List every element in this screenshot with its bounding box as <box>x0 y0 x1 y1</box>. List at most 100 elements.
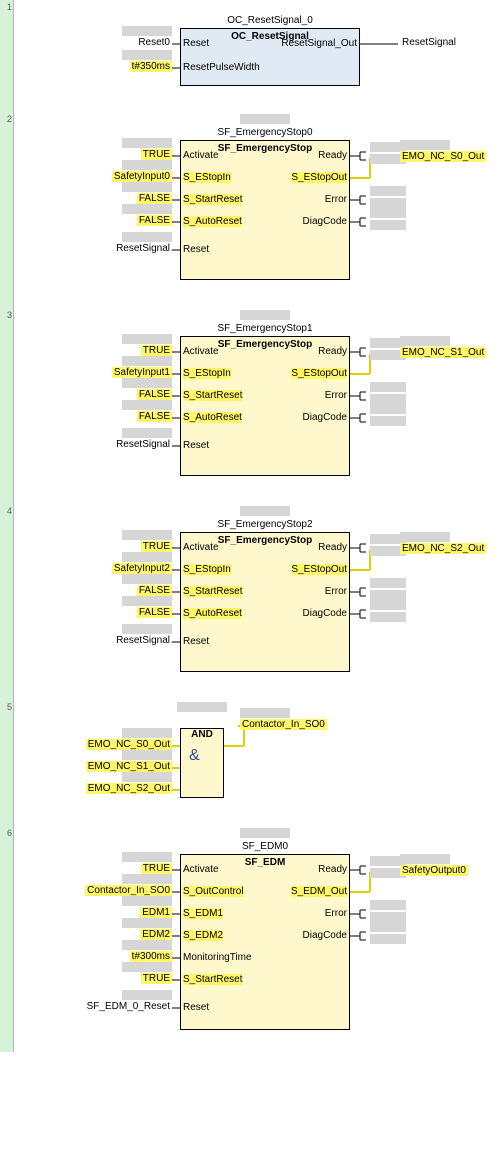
gray-slot <box>122 918 172 928</box>
section-number: 5 <box>0 702 12 712</box>
fb-port-out: Ready <box>318 864 347 875</box>
gray-slot <box>122 852 172 862</box>
fb-port-in: MonitoringTime <box>183 952 252 963</box>
fb-out-tag[interactable]: EMO_NC_S1_Out <box>400 347 486 358</box>
fb-in-tag[interactable]: EDM2 <box>140 929 172 940</box>
block-wrap: SF_EDM0SF_EDMActivateTRUES_OutControlCon… <box>30 834 490 1044</box>
fb-in-tag[interactable]: EMO_NC_S2_Out <box>86 783 172 794</box>
gray-slot <box>370 220 406 230</box>
fb-port-in: Activate <box>183 864 219 875</box>
fb-in-tag[interactable]: FALSE <box>137 389 172 400</box>
gray-slot <box>122 552 172 562</box>
gray-slot <box>122 50 172 60</box>
fb-in-tag[interactable]: FALSE <box>137 607 172 618</box>
fb-port-in: S_StartReset <box>183 586 242 597</box>
fb-port-in: S_AutoReset <box>183 608 242 619</box>
fb-in-tag[interactable]: TRUE <box>141 863 172 874</box>
fb-port-in: S_EStopIn <box>183 368 231 379</box>
fb-in-tag[interactable]: FALSE <box>137 585 172 596</box>
fb-port-out: Error <box>325 908 347 919</box>
fb-in-tag[interactable]: SafetyInput1 <box>112 367 172 378</box>
fb-in-tag[interactable]: FALSE <box>137 215 172 226</box>
fb-port-out: S_EStopOut <box>291 564 347 575</box>
fbd-section: 2SF_EmergencyStop0SF_EmergencyStopActiva… <box>0 112 500 308</box>
gray-slot <box>370 208 406 218</box>
fb-port-in: S_EDM1 <box>183 908 223 919</box>
fb-port-in: Reset <box>183 244 209 255</box>
gray-slot <box>370 416 406 426</box>
gray-slot <box>122 728 172 738</box>
gray-slot <box>122 138 172 148</box>
gray-slot <box>122 596 172 606</box>
gray-slot <box>370 600 406 610</box>
fb-in-tag[interactable]: ResetSignal <box>114 439 172 450</box>
fb-in-tag[interactable]: t#350ms <box>130 61 172 72</box>
fb-port-out: Error <box>325 194 347 205</box>
fb-port-out: Error <box>325 586 347 597</box>
fb-port-in: S_EDM2 <box>183 930 223 941</box>
fbd-section: 6SF_EDM0SF_EDMActivateTRUES_OutControlCo… <box>0 826 500 1052</box>
gray-slot <box>400 336 450 346</box>
fb-in-tag[interactable]: EDM1 <box>140 907 172 918</box>
fb-port-in: S_EStopIn <box>183 172 231 183</box>
fb-out-tag[interactable]: ResetSignal <box>400 37 458 48</box>
gray-slot <box>122 182 172 192</box>
gray-slot <box>122 874 172 884</box>
fb-port-in: S_StartReset <box>183 974 242 985</box>
fb-in-tag[interactable]: Contactor_In_SO0 <box>85 885 172 896</box>
gray-slot <box>122 574 172 584</box>
fb-port-in: Reset <box>183 1002 209 1013</box>
fb-in-tag[interactable]: FALSE <box>137 193 172 204</box>
gray-slot <box>370 404 406 414</box>
gray-slot <box>370 934 406 944</box>
fb-port-in: ResetPulseWidth <box>183 62 260 73</box>
fb-port-out: ResetSignal_Out <box>281 38 357 49</box>
fb-in-tag[interactable]: TRUE <box>141 973 172 984</box>
gray-slot <box>122 160 172 170</box>
fbd-section: 3SF_EmergencyStop1SF_EmergencyStopActiva… <box>0 308 500 504</box>
fb-out-tag[interactable]: SafetyOutput0 <box>400 865 468 876</box>
gray-slot <box>122 204 172 214</box>
fb-in-tag[interactable]: t#300ms <box>130 951 172 962</box>
fb-in-tag[interactable]: FALSE <box>137 411 172 422</box>
fb-out-tag[interactable]: EMO_NC_S2_Out <box>400 543 486 554</box>
gray-slot <box>370 382 406 392</box>
fbd-section: 1OC_ResetSignal_0OC_ResetSignalResetRese… <box>0 0 500 112</box>
fb-port-in: S_StartReset <box>183 194 242 205</box>
gray-slot <box>400 532 450 542</box>
gray-slot <box>122 530 172 540</box>
gray-slot <box>122 334 172 344</box>
block-wrap: AND&EMO_NC_S0_OutEMO_NC_S1_OutEMO_NC_S2_… <box>30 708 490 818</box>
fb-port-in: Activate <box>183 150 219 161</box>
fb-in-tag[interactable]: TRUE <box>141 541 172 552</box>
fb-in-tag[interactable]: EMO_NC_S1_Out <box>86 761 172 772</box>
fb-in-tag[interactable]: ResetSignal <box>114 635 172 646</box>
fb-port-out: Ready <box>318 346 347 357</box>
gray-slot <box>370 912 406 922</box>
fb-port-in: S_StartReset <box>183 390 242 401</box>
gray-slot <box>122 624 172 634</box>
fbd-section: 4SF_EmergencyStop2SF_EmergencyStopActiva… <box>0 504 500 700</box>
block-wrap: SF_EmergencyStop0SF_EmergencyStopActivat… <box>30 120 490 300</box>
fb-in-tag[interactable]: Reset0 <box>136 37 172 48</box>
fb-in-tag[interactable]: TRUE <box>141 149 172 160</box>
fb-port-out: DiagCode <box>303 216 347 227</box>
fb-in-tag[interactable]: SF_EDM_0_Reset <box>85 1001 172 1012</box>
fb-out-tag[interactable]: Contactor_In_SO0 <box>240 719 327 730</box>
fb-in-tag[interactable]: SafetyInput0 <box>112 171 172 182</box>
block-wrap: SF_EmergencyStop1SF_EmergencyStopActivat… <box>30 316 490 496</box>
fb-out-tag[interactable]: EMO_NC_S0_Out <box>400 151 486 162</box>
fb-port-out: Ready <box>318 150 347 161</box>
gray-slot <box>370 590 406 600</box>
fb-in-tag[interactable]: TRUE <box>141 345 172 356</box>
fb-in-tag[interactable]: EMO_NC_S0_Out <box>86 739 172 750</box>
fb-port-in: S_OutControl <box>183 886 244 897</box>
fb-in-tag[interactable]: SafetyInput2 <box>112 563 172 574</box>
section-number: 6 <box>0 828 12 838</box>
block-wrap: SF_EmergencyStop2SF_EmergencyStopActivat… <box>30 512 490 692</box>
gray-slot <box>122 378 172 388</box>
gray-slot <box>122 940 172 950</box>
gray-slot <box>122 26 172 36</box>
block-wrap: OC_ResetSignal_0OC_ResetSignalResetReset… <box>30 8 490 104</box>
fb-in-tag[interactable]: ResetSignal <box>114 243 172 254</box>
